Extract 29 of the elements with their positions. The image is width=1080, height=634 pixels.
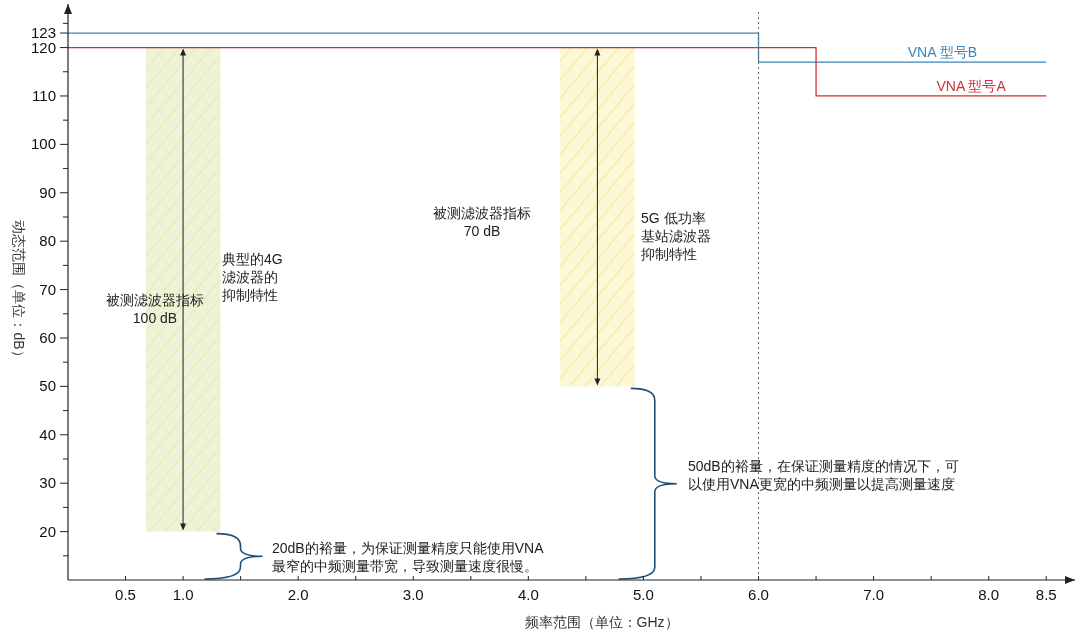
y-tick-label: 100 xyxy=(30,135,56,153)
x-tick-label: 8.0 xyxy=(978,586,1000,603)
annotation: 50dB的裕量，在保证测量精度的情况下，可以使用VNA更宽的中频测量以提高测量速度 xyxy=(688,458,959,492)
x-tick-label: 4.0 xyxy=(517,586,539,603)
series-label: VNA 型号B xyxy=(907,44,977,61)
x-tick-label: 1.0 xyxy=(172,586,194,603)
annotation: 20dB的裕量，为保证测量精度只能使用VNA最窄的中频测量带宽，导致测量速度很慢。 xyxy=(272,540,545,574)
y-tick-label: 20 xyxy=(39,522,56,540)
x-tick-label: 3.0 xyxy=(402,586,424,603)
x-tick-label: 5.0 xyxy=(633,586,654,603)
y-tick-label: 90 xyxy=(39,183,56,201)
series-label: VNA 型号A xyxy=(936,77,1007,94)
x-tick-label: 6.0 xyxy=(748,586,769,603)
annotation: 典型的4G滤波器的抑制特性 xyxy=(222,251,283,303)
x-tick-label: 7.0 xyxy=(863,586,885,603)
y-tick-label: 70 xyxy=(39,280,56,298)
x-tick-label: 0.5 xyxy=(115,586,136,603)
y-tick-label: 30 xyxy=(39,474,56,492)
y-tick-label: 110 xyxy=(32,86,56,104)
y-axis-title: 动态范围（单位：dB） xyxy=(11,220,27,364)
y-tick-label: 80 xyxy=(39,232,56,250)
x-tick-label: 2.0 xyxy=(287,586,309,603)
y-tick-label: 60 xyxy=(39,328,56,346)
x-axis-title: 频率范围（单位：GHz） xyxy=(524,614,679,630)
annotation: 被测滤波器指标70 dB xyxy=(433,205,531,239)
annotation: 5G 低功率基站滤波器抑制特性 xyxy=(641,210,711,262)
x-tick-label: 8.5 xyxy=(1035,586,1057,603)
y-tick-label: 50 xyxy=(39,377,56,395)
y-tick-label: 40 xyxy=(39,425,56,443)
